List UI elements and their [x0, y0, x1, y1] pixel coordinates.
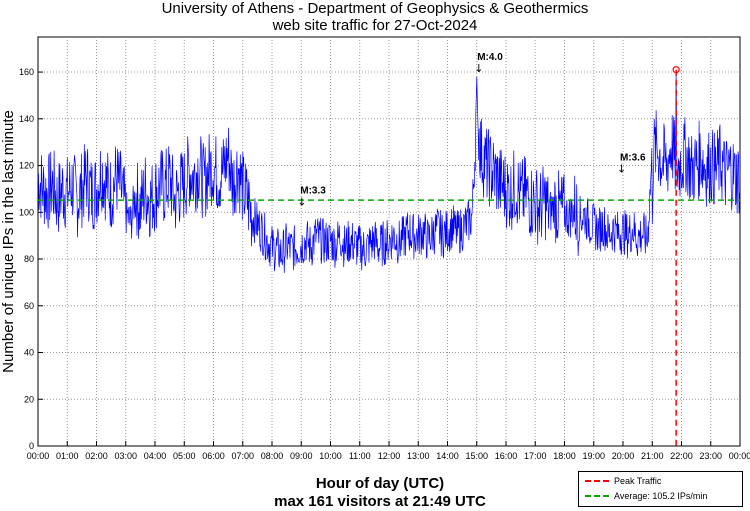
x-tick-label: 14:00 [436, 451, 459, 461]
x-tick-label: 21:00 [641, 451, 664, 461]
y-axis-label: Number of unique IPs in the last minute [0, 110, 17, 373]
x-tick-label: 07:00 [231, 451, 254, 461]
y-tick-label: 80 [24, 254, 34, 264]
x-tick-label: 19:00 [582, 451, 605, 461]
peak-marker [672, 66, 680, 74]
earthquake-annotation: M:3.3 [300, 185, 326, 196]
x-tick-label: 09:00 [290, 451, 313, 461]
down-arrow-icon: ↓ [297, 195, 306, 208]
y-tick-label: 140 [19, 114, 34, 124]
earthquake-annotation: M:4.0 [477, 52, 503, 63]
x-axis-label: Hour of day (UTC) [315, 475, 445, 492]
x-tick-label: 06:00 [202, 451, 225, 461]
y-tick-label: 100 [19, 207, 34, 217]
x-tick-label: 04:00 [144, 451, 167, 461]
x-tick-label: 02:00 [85, 451, 108, 461]
chart-subtitle: web site traffic for 27-Oct-2024 [272, 17, 478, 34]
x-tick-label: 17:00 [524, 451, 547, 461]
x-tick-label: 22:00 [670, 451, 693, 461]
y-tick-label: 60 [24, 301, 34, 311]
x-tick-label: 12:00 [378, 451, 401, 461]
chart-title: University of Athens - Department of Geo… [161, 0, 589, 17]
x-tick-label: 20:00 [612, 451, 635, 461]
x-tick-label: 23:00 [699, 451, 722, 461]
x-tick-label: 16:00 [495, 451, 518, 461]
x-tick-label: 01:00 [56, 451, 79, 461]
down-arrow-icon: ↓ [474, 62, 483, 75]
x-tick-label: 03:00 [114, 451, 137, 461]
legend-peak: Peak Traffic [614, 476, 662, 486]
y-tick-label: 40 [24, 348, 34, 358]
y-tick-label: 20 [24, 394, 34, 404]
x-tick-label: 08:00 [261, 451, 284, 461]
x-tick-label: 10:00 [319, 451, 342, 461]
x-tick-label: 00:00 [27, 451, 50, 461]
legend-average-swatch [585, 495, 609, 497]
legend-peak-swatch [585, 480, 609, 482]
y-tick-label: 120 [19, 161, 34, 171]
x-tick-label: 00:00 [729, 451, 750, 461]
x-tick-label: 13:00 [407, 451, 430, 461]
x-tick-label: 18:00 [553, 451, 576, 461]
y-tick-label: 160 [19, 67, 34, 77]
earthquake-annotation: M:3.6 [620, 153, 646, 164]
legend-average: Average: 105.2 IPs/min [614, 491, 708, 501]
x-tick-label: 05:00 [173, 451, 196, 461]
y-tick-label: 0 [29, 441, 34, 451]
max-visitors-label: max 161 visitors at 21:49 UTC [274, 493, 486, 510]
traffic-series-line [37, 69, 740, 274]
legend: Peak Traffic Average: 105.2 IPs/min [578, 471, 743, 507]
down-arrow-icon: ↓ [617, 163, 626, 176]
x-tick-label: 15:00 [465, 451, 488, 461]
x-tick-label: 11:00 [349, 451, 371, 461]
